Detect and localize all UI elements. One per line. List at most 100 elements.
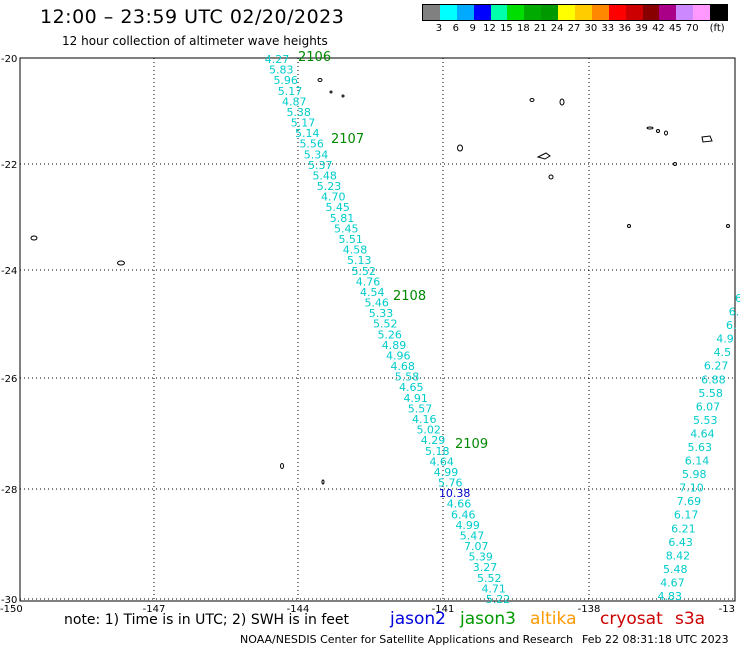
legend-swatch <box>693 5 711 20</box>
island-outline <box>30 235 38 241</box>
wave-height-label: 6 <box>735 292 740 305</box>
wave-height-label: 8.42 <box>666 549 691 562</box>
satellite-pass-track: 4.275.835.965.174.875.385.175.145.565.34… <box>265 50 511 606</box>
wave-height-label: 6.07 <box>696 400 721 413</box>
wave-height-label: 5.51 <box>338 233 363 246</box>
wave-height-label: 4.64 <box>429 455 454 468</box>
wave-height-label: 5.57 <box>408 402 433 415</box>
wave-height-label: 4.64 <box>690 428 715 441</box>
island-outline <box>726 224 730 228</box>
wave-height-label: 7.10 <box>679 482 704 495</box>
island-outline <box>329 90 333 94</box>
legend-swatch <box>541 5 559 20</box>
wave-height-label: 4.70 <box>321 191 346 204</box>
wave-height-label: 5.26 <box>377 328 402 341</box>
wave-height-label: 4.66 <box>447 498 472 511</box>
wave-height-label: 4.68 <box>390 360 415 373</box>
wave-height-label: 10.38 <box>439 487 471 500</box>
wave-height-label: 6.21 <box>671 522 696 535</box>
satellite-label-cryosat: cryosat <box>600 609 663 629</box>
legend-swatch <box>507 5 525 20</box>
legend-swatch <box>439 5 457 20</box>
wave-height-label: 5.37 <box>308 159 333 172</box>
wave-height-label: 5.81 <box>330 212 355 225</box>
legend-label: 6 <box>452 23 459 34</box>
wave-height-label: 4.16 <box>412 413 437 426</box>
legend-label: 9 <box>469 23 476 34</box>
lon-tick-label: -144 <box>287 604 310 615</box>
wave-height-label: 5.02 <box>416 424 441 437</box>
wave-height-label: 4.83 <box>658 590 683 603</box>
legend-label: 15 <box>500 23 513 34</box>
wave-height-label: 4.58 <box>343 244 368 257</box>
wave-height-label: 5.13 <box>347 254 372 267</box>
island-outline <box>627 224 631 228</box>
wave-height-label: 4.99 <box>434 466 459 479</box>
islands <box>30 78 730 485</box>
island-outline <box>529 98 535 102</box>
wave-height-label: 6.88 <box>701 373 726 386</box>
wave-height-label: 5.52 <box>477 572 502 585</box>
wave-height-label: 5.52 <box>351 265 376 278</box>
island-outline <box>536 152 551 160</box>
map-frame <box>19 57 736 602</box>
legend-label: 30 <box>584 23 598 34</box>
wave-height-label: 5.45 <box>334 222 359 235</box>
lon-tick-label: -150 <box>0 604 23 615</box>
page-subtitle: 12 hour collection of altimeter wave hei… <box>62 34 328 48</box>
wave-height-label: 5.33 <box>369 307 394 320</box>
legend-label: 18 <box>516 23 530 34</box>
credit-line: NOAA/NESDIS Center for Satellite Applica… <box>240 633 574 646</box>
pass-time-label: 2107 <box>331 132 364 147</box>
legend-label: 21 <box>533 23 547 34</box>
wave-height-label: 5.22 <box>486 593 511 606</box>
wave-height-label: 5.96 <box>273 74 298 87</box>
legend-label: (ft) <box>709 23 725 34</box>
island-outline <box>664 130 668 136</box>
lat-tick-label: -28 <box>1 485 17 496</box>
longitude-axis: -150 -147 -144 -141 -138 -13 <box>0 604 735 615</box>
wave-height-label: 5.48 <box>663 563 688 576</box>
pass-time-label: 2108 <box>393 289 426 304</box>
wave-height-label: 4.87 <box>282 95 307 108</box>
legend-swatch <box>642 5 660 20</box>
legend-swatch <box>490 5 508 20</box>
wave-height-label: 5.83 <box>269 64 294 77</box>
island-outline <box>559 98 565 106</box>
wave-height-label: 5.23 <box>317 180 342 193</box>
island-outline <box>341 94 345 98</box>
wave-height-label: 5.18 <box>425 445 450 458</box>
legend-swatch <box>710 5 728 20</box>
legend-label: 42 <box>652 23 665 34</box>
island-outline <box>117 260 125 266</box>
legend-swatch <box>608 5 626 20</box>
wave-height-label: 7.69 <box>677 495 702 508</box>
wave-height-label: 5.58 <box>395 371 420 384</box>
legend-swatch <box>473 5 491 20</box>
latitude-axis: -20 -22 -24 -26 -28 -30 <box>1 54 17 606</box>
wave-height-label: 7.07 <box>464 540 489 553</box>
wave-height-label: 5.46 <box>364 297 389 310</box>
legend-label: 24 <box>550 23 564 34</box>
graticule <box>19 57 736 601</box>
wave-height-label: 5.63 <box>688 441 713 454</box>
wave-height-label: 4.9 <box>716 333 734 346</box>
island-outline <box>548 174 554 180</box>
wave-height-label: 4.91 <box>403 392 428 405</box>
lat-tick-label: -24 <box>1 266 17 277</box>
legend-label: 70 <box>685 23 699 34</box>
lon-tick-label: -13 <box>719 604 735 615</box>
island-outline <box>673 162 677 166</box>
island-outline <box>701 135 713 143</box>
island-outline <box>321 479 325 485</box>
legend-swatch <box>524 5 542 20</box>
wave-height-label: 5.17 <box>278 85 303 98</box>
wave-height-label: 5.52 <box>373 318 398 331</box>
wave-height-label: 5.58 <box>698 387 723 400</box>
wave-height-label: 4.76 <box>356 275 381 288</box>
legend-labels: 3 6 9 12 15 18 21 24 27 30 33 36 39 42 45 70 (ft) <box>422 23 740 37</box>
satellite-pass-track: 66.6.4.94.56.276.885.586.075.534.645.636… <box>658 292 740 603</box>
lon-tick-label: -147 <box>143 604 166 615</box>
wave-height-label: 4.65 <box>399 381 424 394</box>
wave-height-label: 6. <box>729 306 740 319</box>
